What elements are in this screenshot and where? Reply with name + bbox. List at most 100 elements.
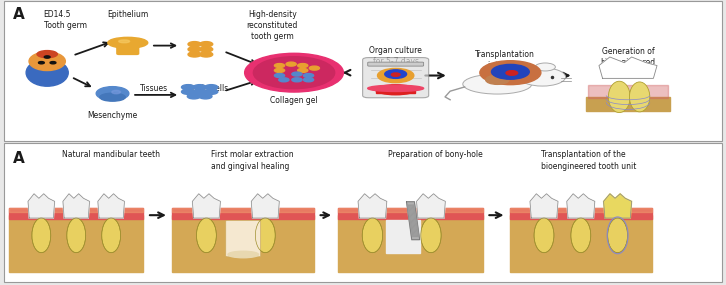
Circle shape [253,57,335,89]
Polygon shape [63,194,89,218]
Circle shape [200,52,213,57]
Circle shape [385,70,407,78]
Polygon shape [98,194,124,218]
Circle shape [187,94,200,99]
Ellipse shape [100,93,126,101]
Ellipse shape [375,85,416,95]
FancyBboxPatch shape [510,208,652,212]
Polygon shape [417,194,445,218]
Ellipse shape [112,90,121,94]
Circle shape [193,85,206,90]
Text: Preparation of bony-hole: Preparation of bony-hole [388,150,484,160]
Circle shape [200,42,213,47]
Polygon shape [251,194,280,218]
Circle shape [298,64,308,68]
Ellipse shape [228,251,258,258]
Text: Generation of
bioengineered
tooth unit: Generation of bioengineered tooth unit [600,47,656,78]
FancyBboxPatch shape [117,44,139,54]
Text: High-density
reconstituted
tooth germ: High-density reconstituted tooth germ [247,10,298,41]
Ellipse shape [197,218,216,253]
Circle shape [274,68,285,72]
Circle shape [480,61,541,85]
Circle shape [188,52,201,57]
Ellipse shape [362,218,383,253]
Polygon shape [603,194,632,218]
FancyBboxPatch shape [9,208,144,219]
Text: A: A [13,7,25,22]
FancyBboxPatch shape [9,215,144,272]
FancyBboxPatch shape [173,208,314,212]
FancyBboxPatch shape [363,58,428,98]
Polygon shape [28,194,54,218]
Circle shape [50,62,56,64]
Ellipse shape [534,218,554,253]
Text: Transplantation
into SRC: Transplantation into SRC [475,50,534,70]
Ellipse shape [102,218,121,253]
Circle shape [303,78,314,82]
Circle shape [292,78,302,82]
Ellipse shape [463,74,531,94]
Circle shape [245,53,343,92]
Circle shape [193,89,206,94]
Circle shape [38,62,44,64]
Text: Epithelium: Epithelium [107,10,148,19]
Circle shape [535,63,555,71]
Ellipse shape [608,81,630,113]
Text: Transplantation of the
bioengineered tooth unit: Transplantation of the bioengineered too… [541,150,636,171]
Circle shape [44,56,50,58]
FancyBboxPatch shape [173,208,314,219]
Polygon shape [407,202,420,240]
Circle shape [199,94,212,99]
Circle shape [274,64,285,68]
Ellipse shape [119,40,130,43]
Circle shape [274,74,285,78]
Text: Natural mandibular teeth: Natural mandibular teeth [62,150,160,160]
Ellipse shape [368,85,424,91]
Polygon shape [358,194,387,218]
Circle shape [309,66,319,70]
FancyBboxPatch shape [338,215,483,272]
FancyBboxPatch shape [4,142,722,282]
Text: First molar extraction
and gingival healing: First molar extraction and gingival heal… [211,150,293,171]
Circle shape [292,72,302,76]
Ellipse shape [107,37,148,48]
Circle shape [391,73,400,76]
FancyBboxPatch shape [376,87,415,93]
FancyBboxPatch shape [586,97,670,111]
Polygon shape [407,205,419,237]
FancyBboxPatch shape [9,208,144,212]
Circle shape [519,68,566,86]
Ellipse shape [29,52,65,70]
Ellipse shape [96,87,129,100]
Polygon shape [599,57,657,78]
Text: ED14.5
Tooth germ: ED14.5 Tooth germ [44,10,86,30]
FancyBboxPatch shape [226,220,261,257]
Circle shape [188,47,201,52]
Polygon shape [567,194,595,218]
Ellipse shape [32,218,51,253]
Text: Collagen gel: Collagen gel [270,96,318,105]
Circle shape [492,64,529,79]
Circle shape [298,68,308,72]
Circle shape [188,42,201,47]
Ellipse shape [67,218,86,253]
Text: Single cells: Single cells [185,84,229,93]
Ellipse shape [256,218,275,253]
Text: Organ culture
for 5-7 days: Organ culture for 5-7 days [370,46,422,66]
Ellipse shape [37,50,57,58]
FancyBboxPatch shape [368,62,424,66]
Ellipse shape [26,59,68,86]
FancyBboxPatch shape [588,86,668,98]
Circle shape [200,47,213,52]
Polygon shape [192,194,221,218]
Text: Mesenchyme: Mesenchyme [87,111,138,120]
Circle shape [279,78,289,82]
Circle shape [205,85,218,90]
FancyBboxPatch shape [510,208,652,219]
FancyBboxPatch shape [386,220,420,253]
Circle shape [286,62,296,66]
FancyBboxPatch shape [338,208,483,212]
FancyBboxPatch shape [4,1,722,141]
Circle shape [182,85,195,90]
Ellipse shape [421,218,441,253]
